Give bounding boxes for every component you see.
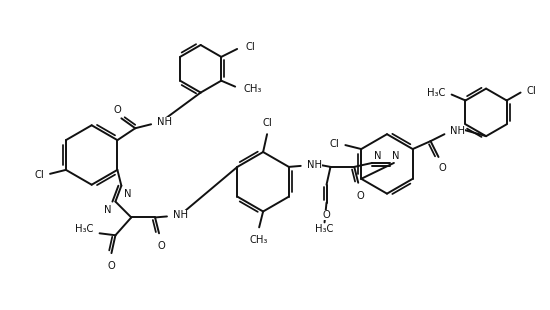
- Text: Cl: Cl: [34, 170, 44, 180]
- Text: O: O: [113, 105, 122, 115]
- Text: O: O: [323, 210, 331, 220]
- Text: O: O: [108, 261, 115, 271]
- Text: NH: NH: [450, 126, 465, 136]
- Text: H₃C: H₃C: [315, 224, 334, 234]
- Text: O: O: [438, 163, 447, 173]
- Text: N: N: [392, 151, 399, 161]
- Text: Cl: Cl: [245, 42, 255, 52]
- Text: N: N: [124, 189, 132, 199]
- Text: Cl: Cl: [262, 118, 272, 128]
- Text: O: O: [356, 191, 364, 201]
- Text: Cl: Cl: [329, 139, 339, 149]
- Text: H₃C: H₃C: [427, 87, 446, 98]
- Text: Cl: Cl: [526, 86, 536, 95]
- Text: N: N: [374, 151, 382, 161]
- Text: NH: NH: [157, 117, 172, 127]
- Text: NH: NH: [173, 210, 188, 220]
- Text: O: O: [157, 241, 165, 251]
- Text: N: N: [104, 205, 112, 215]
- Text: CH₃: CH₃: [243, 84, 261, 94]
- Text: H₃C: H₃C: [75, 224, 94, 234]
- Text: CH₃: CH₃: [250, 235, 268, 245]
- Text: NH: NH: [307, 160, 322, 170]
